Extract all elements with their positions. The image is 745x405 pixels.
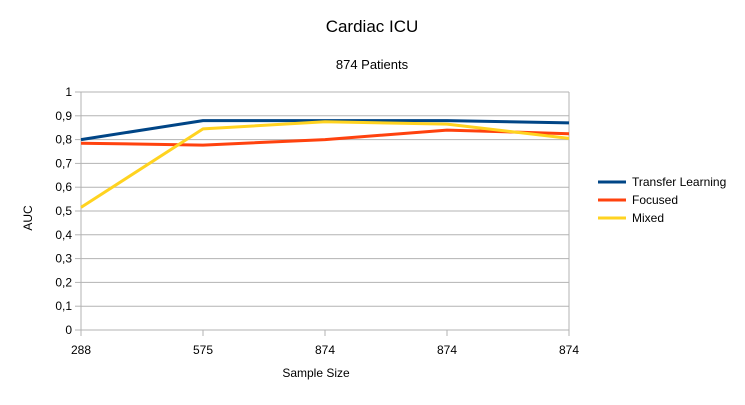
series-line-mixed [80, 120, 570, 209]
y-axis-label: AUC [21, 205, 35, 231]
legend: Transfer Learning Focused Mixed [598, 175, 726, 225]
x-tick-label: 874 [559, 343, 579, 357]
x-tick-label: 575 [193, 343, 213, 357]
x-axis-label: Sample Size [282, 366, 350, 380]
y-tick-label: 0,9 [55, 109, 72, 123]
y-tick-label: 0,2 [55, 275, 72, 289]
axes: 0 0,1 0,2 0,3 0,4 0,5 0,6 0,7 0,8 0,9 1 288 575 874 87… [55, 85, 579, 357]
chart-subtitle: 874 Patients [336, 57, 409, 72]
chart-title: Cardiac ICU [326, 17, 419, 36]
series-line-focused [80, 128, 570, 147]
legend-label-focused: Focused [632, 193, 678, 207]
series-lines [80, 119, 570, 209]
y-tick-label: 1 [65, 85, 72, 99]
y-tick-label: 0,7 [55, 156, 72, 170]
y-tick-label: 0 [65, 323, 72, 337]
x-tick-label: 874 [315, 343, 335, 357]
y-tick-label: 0,8 [55, 133, 72, 147]
y-tick-label: 0,4 [55, 228, 72, 242]
x-tick-label: 288 [71, 343, 91, 357]
x-tick-label: 874 [437, 343, 457, 357]
y-tick-label: 0,5 [55, 204, 72, 218]
y-tick-label: 0,6 [55, 180, 72, 194]
y-tick-label: 0,3 [55, 252, 72, 266]
y-tick-label: 0,1 [55, 299, 72, 313]
legend-label-transfer-learning: Transfer Learning [632, 175, 726, 189]
legend-label-mixed: Mixed [632, 211, 664, 225]
gridlines [80, 91, 570, 331]
